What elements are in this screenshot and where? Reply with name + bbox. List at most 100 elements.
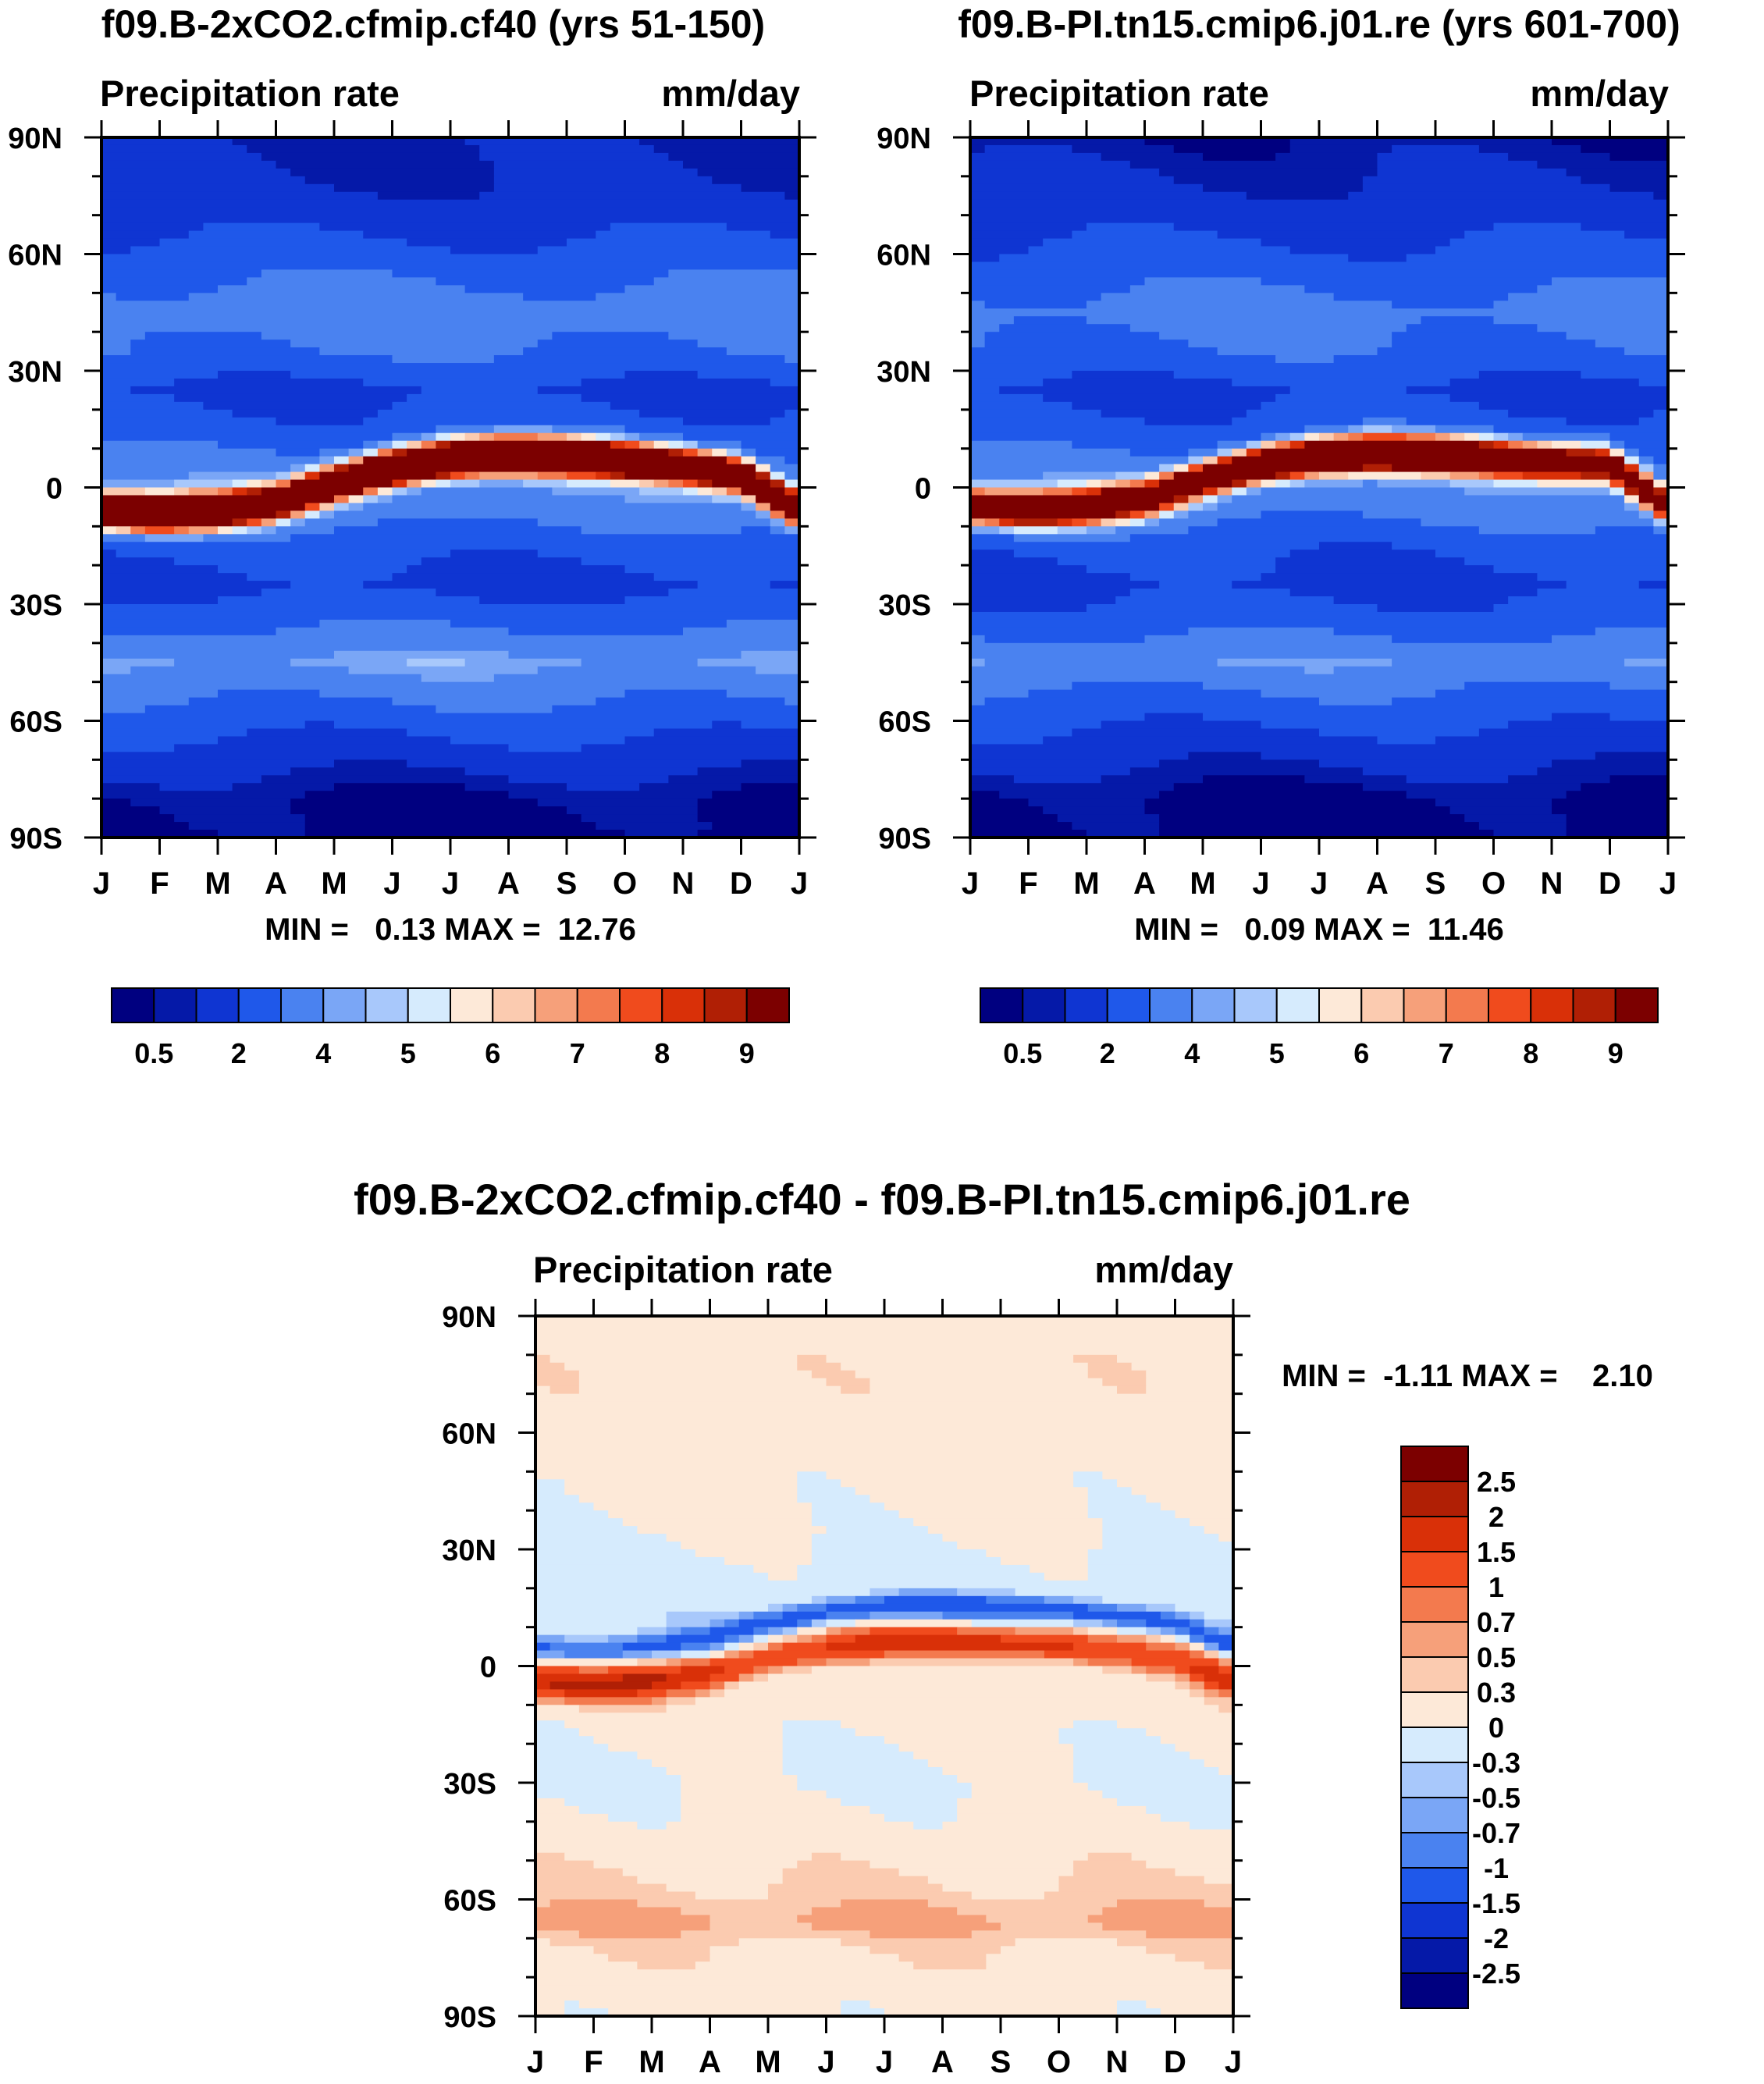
colorbar-label: 9 xyxy=(739,1037,755,1069)
heatmap-cell xyxy=(1087,1915,1234,1923)
heatmap-cell xyxy=(101,681,800,691)
heatmap-cell xyxy=(738,1611,754,1620)
panel-2xco2-title: f09.B-2xCO2.cfmip.cf40 (yrs 51-150) xyxy=(101,2,765,46)
heatmap-cell xyxy=(552,487,640,496)
heatmap-cell xyxy=(1146,1634,1161,1644)
heatmap-cell xyxy=(984,635,1146,644)
heatmap-cell xyxy=(1609,487,1625,496)
heatmap-cell xyxy=(1537,589,1669,597)
heatmap-cell xyxy=(697,767,800,776)
heatmap-cell xyxy=(1392,464,1625,473)
colorbar-swatch xyxy=(1400,1516,1469,1552)
heatmap-cell xyxy=(232,526,247,535)
heatmap-cell xyxy=(756,510,771,519)
heatmap-cell xyxy=(1232,495,1625,504)
heatmap-cell xyxy=(970,642,1669,652)
heatmap-cell xyxy=(218,689,320,699)
x-tick-label: J xyxy=(791,866,808,901)
colorbar-swatch xyxy=(1400,1867,1469,1904)
heatmap-cell xyxy=(1190,1611,1205,1620)
heatmap-cell xyxy=(1101,775,1204,784)
y-tick-label: 90N xyxy=(877,123,931,155)
heatmap-cell xyxy=(1117,1627,1147,1636)
heatmap-cell xyxy=(593,1860,798,1869)
heatmap-cell xyxy=(1086,526,1116,535)
heatmap-cell xyxy=(1204,1619,1234,1628)
heatmap-cell xyxy=(436,440,451,450)
heatmap-cell xyxy=(304,464,320,473)
colorbar-swatch xyxy=(576,987,621,1023)
x-tick-label: D xyxy=(1164,2045,1186,2079)
heatmap-cell xyxy=(1261,689,1436,699)
heatmap-cell xyxy=(535,1471,798,1480)
heatmap-cell xyxy=(130,347,320,356)
heatmap-cell xyxy=(870,1946,1001,1954)
heatmap-cell xyxy=(535,1417,1234,1426)
heatmap-cell xyxy=(624,432,640,442)
heatmap-cell xyxy=(942,1883,1060,1893)
heatmap-cell xyxy=(927,1526,1103,1535)
panel-2xco2-unit-label: mm/day xyxy=(661,73,800,114)
heatmap-cell xyxy=(1609,152,1669,162)
heatmap-cell xyxy=(101,557,175,566)
heatmap-cell xyxy=(1043,736,1378,745)
heatmap-cell xyxy=(811,1518,914,1527)
heatmap-cell xyxy=(1217,440,1247,450)
colorbar-label: 1.5 xyxy=(1477,1536,1516,1568)
heatmap-cell xyxy=(1217,230,1465,240)
heatmap-cell xyxy=(535,1938,551,1947)
heatmap-cell xyxy=(797,1487,856,1495)
heatmap-cell xyxy=(101,650,335,660)
heatmap-cell xyxy=(101,464,291,473)
heatmap-cell xyxy=(567,471,596,481)
heatmap-cell xyxy=(1144,471,1160,481)
panel-2xco2-minmax: MIN = 0.13 MAX = 12.76 xyxy=(265,912,636,947)
heatmap-cell xyxy=(363,503,742,511)
heatmap-cell xyxy=(726,448,742,457)
heatmap-cell xyxy=(1377,479,1451,489)
heatmap-cell xyxy=(1624,448,1640,457)
heatmap-cell xyxy=(101,642,800,652)
colorbar-swatch xyxy=(703,987,748,1023)
heatmap-cell xyxy=(1175,1744,1234,1752)
heatmap-cell xyxy=(637,1689,667,1698)
heatmap-cell xyxy=(756,464,771,473)
heatmap-cell xyxy=(782,1634,798,1644)
colorbar-swatch xyxy=(1400,1656,1469,1693)
heatmap-cell xyxy=(581,526,742,535)
heatmap-cell xyxy=(1159,503,1175,511)
heatmap-cell xyxy=(1333,596,1509,605)
heatmap-cell xyxy=(464,471,480,481)
heatmap-cell xyxy=(304,510,320,519)
heatmap-cell xyxy=(1566,830,1669,838)
heatmap-cell xyxy=(957,1588,1016,1597)
heatmap-cell xyxy=(826,1526,929,1535)
y-tick-label: 60N xyxy=(8,240,62,272)
heatmap-cell xyxy=(666,1627,681,1636)
heatmap-cell xyxy=(276,526,335,535)
heatmap-cell xyxy=(450,549,539,558)
heatmap-cell xyxy=(782,1759,929,1768)
heatmap-cell xyxy=(710,1689,725,1698)
colorbar-swatch xyxy=(1400,1797,1469,1833)
heatmap-cell xyxy=(1117,1479,1234,1488)
x-tick-label: A xyxy=(1366,866,1389,901)
heatmap-cell xyxy=(1595,340,1669,348)
heatmap-cell xyxy=(1030,1564,1089,1574)
heatmap-cell xyxy=(535,1798,565,1807)
heatmap-cell xyxy=(884,1813,958,1823)
heatmap-cell xyxy=(1115,518,1131,527)
heatmap-cell xyxy=(1028,798,1146,807)
heatmap-cell xyxy=(913,1961,987,1970)
heatmap-cell xyxy=(1144,137,1291,146)
heatmap-cell xyxy=(695,1961,914,1970)
heatmap-cell xyxy=(101,277,247,286)
heatmap-cell xyxy=(784,526,800,535)
heatmap-cell xyxy=(276,160,495,169)
heatmap-cell xyxy=(1217,448,1232,457)
heatmap-cell xyxy=(290,510,306,519)
heatmap-cell xyxy=(1117,2008,1161,2017)
heatmap-cell xyxy=(1073,1767,1219,1776)
colorbar-swatch xyxy=(1400,1762,1469,1798)
